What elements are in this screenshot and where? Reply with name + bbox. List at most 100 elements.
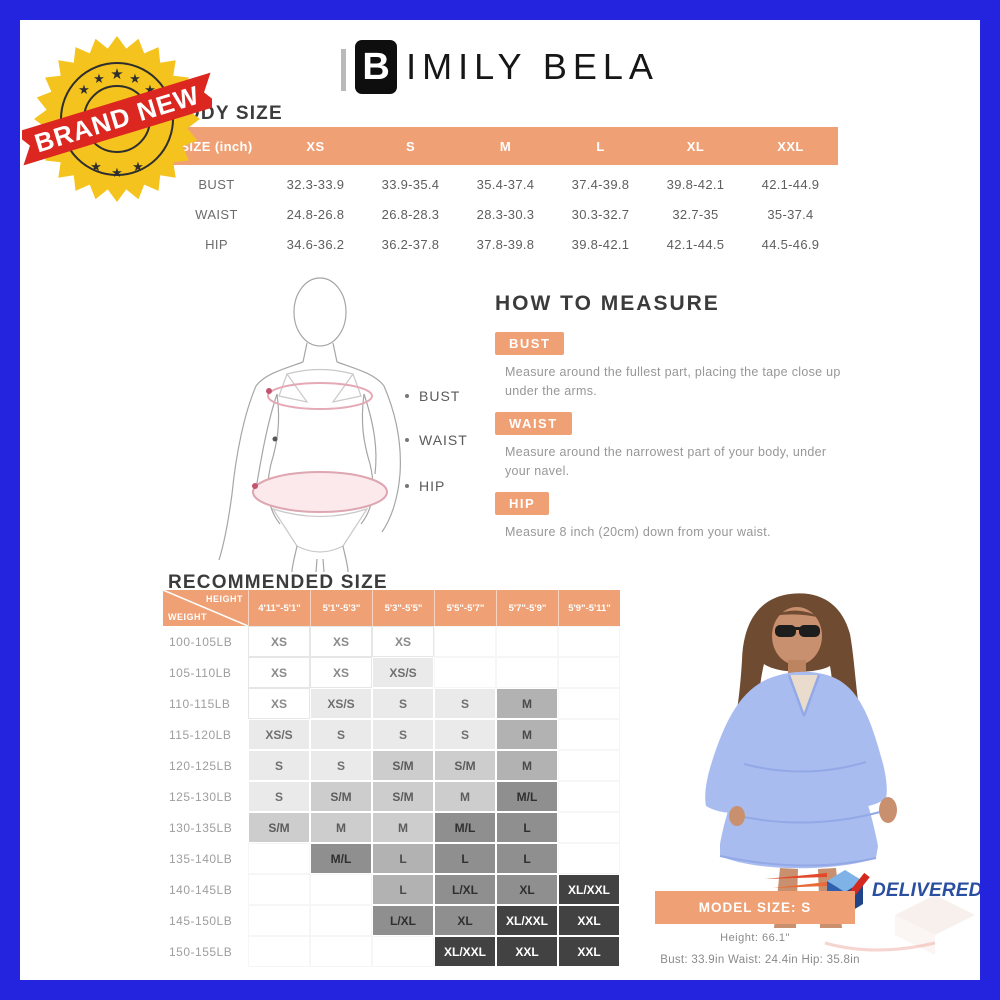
size-table-value: 42.1-44.9 [761,176,820,192]
matrix-empty-cell [372,936,434,967]
size-table-header: M [458,127,553,165]
size-table-row-label: BUST [198,176,235,192]
weight-row-label: 150-155LB [169,944,233,959]
matrix-empty-cell [558,626,620,657]
model-face [772,607,822,665]
matrix-size-cell: S [372,719,434,750]
matrix-size-cell: XL/XXL [496,905,558,936]
matrix-size-cell: S/M [248,812,310,843]
matrix-empty-cell [310,874,372,905]
dress-vneck [789,675,819,716]
figure-label-hip: HIP [405,478,445,494]
matrix-empty-cell [248,874,310,905]
size-table-header: XXL [743,127,838,165]
size-table-value: 42.1-44.5 [666,236,725,252]
matrix-size-cell: M [372,812,434,843]
size-table-value: 33.9-35.4 [381,176,440,192]
weight-row-label: 130-135LB [169,820,233,835]
matrix-empty-cell [558,843,620,874]
figure-label-text: BUST [419,388,461,404]
bust-instructions: Measure around the fullest part, placing… [505,365,841,399]
bullet-icon [405,438,409,442]
size-table-value: 35.4-37.4 [476,176,535,192]
bust-badge: BUST [495,332,565,355]
matrix-size-cell: L [496,843,558,874]
matrix-size-cell: S [434,719,496,750]
weight-row-label: 120-125LB [169,758,233,773]
matrix-size-cell: M [310,812,372,843]
weight-row-label: 100-105LB [169,634,233,649]
matrix-size-cell: XS [310,657,372,688]
size-table-value: 24.8-26.8 [286,206,345,222]
brand-logo-icon: B [355,40,398,94]
diagonal-divider-icon [163,590,248,626]
star-icon: ★ [111,165,123,180]
corner-height-label: HEIGHT [205,594,243,604]
size-table-value: 34.6-36.2 [286,236,345,252]
measurement-figure-illustration [218,277,401,572]
matrix-empty-cell [558,688,620,719]
matrix-size-cell: XS [248,626,310,657]
body-size-table: SIZE (inch) XS S M L XL XXL BUST 32.3-33.9 33.9-3… [165,127,838,255]
matrix-size-cell: S [248,781,310,812]
size-table-header: XS [268,127,363,165]
bullet-icon [405,394,409,398]
matrix-empty-cell [248,936,310,967]
size-table-row-label: HIP [205,236,228,252]
matrix-size-cell: XXL [558,936,620,967]
figure-label-waist: WAIST [405,432,468,448]
matrix-empty-cell [310,936,372,967]
matrix-size-cell: M/L [434,812,496,843]
matrix-size-cell: XS [372,626,434,657]
model-right-hand [879,797,897,823]
hip-badge: HIP [495,492,550,515]
matrix-size-cell: M [496,750,558,781]
recommended-size-table: HEIGHT WEIGHT 4'11"-5'1" 5'1"-5'3" 5'3"-5'… [163,590,620,967]
height-column-header: 5'1"-5'3" [310,590,372,626]
matrix-size-cell: XS/S [372,657,434,688]
matrix-size-cell: XS [248,688,310,719]
model-stats-text: Bust: 33.9in Waist: 24.4in Hip: 35.8in [660,954,860,966]
measure-item-bust: BUST Measure around the fullest part, pl… [495,332,841,402]
matrix-empty-cell [310,905,372,936]
matrix-size-cell: XL [496,874,558,905]
matrix-empty-cell [558,657,620,688]
matrix-size-cell: M [434,781,496,812]
size-table-value: 39.8-42.1 [571,236,630,252]
size-table-value: 32.7-35 [672,206,719,222]
waist-instructions: Measure around the narrowest part of you… [505,445,827,479]
waist-badge: WAIST [495,412,572,435]
matrix-empty-cell [496,626,558,657]
size-table-value: 28.3-30.3 [476,206,535,222]
matrix-size-cell: L [496,812,558,843]
weight-row-label: 105-110LB [169,665,232,680]
brand-name: IMILY BELA [406,46,659,87]
matrix-size-cell: S [248,750,310,781]
model-sunglasses [775,625,796,637]
size-table-value: 37.4-39.8 [571,176,630,192]
star-icon: ★ [110,66,123,83]
matrix-size-cell: M [496,719,558,750]
corner-weight-label: WEIGHT [168,612,207,622]
dress-tier-seam [729,811,881,824]
matrix-empty-cell [558,719,620,750]
matrix-size-cell: S/M [434,750,496,781]
height-column-header: 4'11"-5'1" [248,590,310,626]
size-table-header: L [553,127,648,165]
star-icon: ★ [129,71,141,86]
how-to-measure-title: HOW TO MEASURE [495,292,720,315]
model-photo [705,593,897,928]
matrix-empty-cell [558,812,620,843]
size-table-header: S [363,127,458,165]
size-table-value: 32.3-33.9 [286,176,345,192]
size-table-value: 36.2-37.8 [381,236,440,252]
matrix-size-cell: XS/S [310,688,372,719]
matrix-size-cell: XL/XXL [558,874,620,905]
size-table-value: 30.3-32.7 [571,206,630,222]
height-column-header: 5'7"-5'9" [496,590,558,626]
brand-new-badge: ★★ ★ ★★★ ★ ★ BRAND NEW [22,36,212,202]
matrix-size-cell: M/L [310,843,372,874]
brand-logo-bar-icon [341,49,347,91]
model-height-text: Height: 66.1" [720,932,790,944]
